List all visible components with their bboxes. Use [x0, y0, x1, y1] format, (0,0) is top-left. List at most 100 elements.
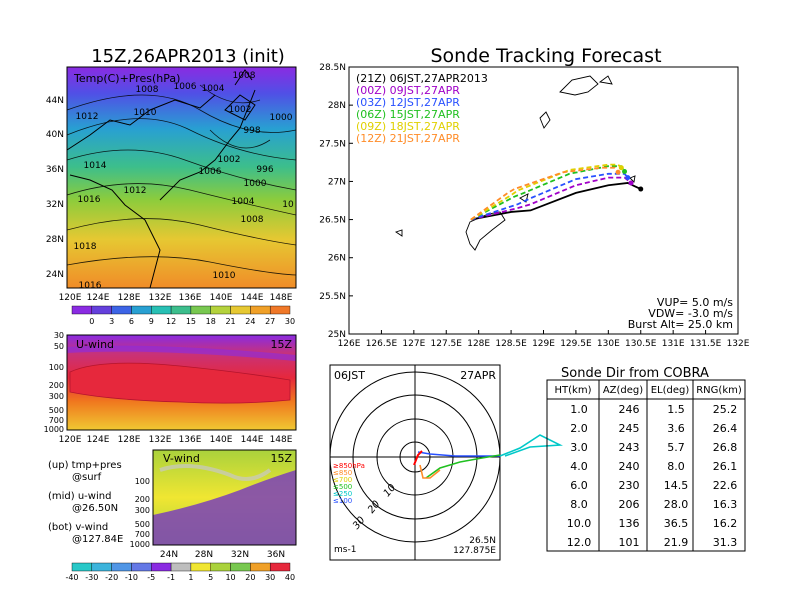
- polar-plot: 10 20 30 06JST 27APR ≥850hPa≤850≤700≤500…: [329, 364, 563, 561]
- track-end-point: [618, 165, 624, 171]
- isobar-label: 1012: [76, 112, 99, 122]
- x-tick-label: 128E: [467, 339, 490, 349]
- lon-tick: 140E: [210, 293, 233, 303]
- polar-unit: ms-1: [334, 545, 356, 555]
- table-cell: 31.3: [713, 536, 738, 549]
- colorbar-swatch: [190, 562, 211, 572]
- lat-tick: 40N: [46, 130, 64, 140]
- isobar-label: 1004: [232, 197, 255, 207]
- u-wind-label: U-wind: [76, 338, 114, 351]
- table-cell: 136: [619, 517, 640, 530]
- polar-legend: ≥850hPa≤850≤700≤500≤250≤100: [333, 462, 365, 505]
- table-cell: 206: [619, 498, 640, 511]
- track-series-line: [470, 166, 619, 221]
- lon-tick: 148E: [270, 293, 293, 303]
- isobar-label: 1002: [218, 155, 241, 165]
- isobar-label: 998: [243, 126, 260, 136]
- lon-tick: 136E: [179, 435, 202, 445]
- map-lon-ticks: 120E 124E 128E 132E 136E 140E 144E 148E: [59, 293, 293, 303]
- colorbar-label: 1: [188, 573, 193, 582]
- table-header: RNG(km): [696, 385, 742, 396]
- track-end-point: [625, 175, 631, 181]
- note-line: @127.84E: [72, 534, 123, 545]
- colorbar-label: 15: [186, 317, 196, 326]
- y-tick-label: 27N: [328, 177, 346, 187]
- colorbar-label: -30: [85, 573, 98, 582]
- track-coastlines: [394, 75, 636, 251]
- isobar-label: 1006: [199, 167, 222, 177]
- y-tick-label: 25.5N: [319, 292, 346, 302]
- p-tick: 100: [135, 477, 150, 486]
- colorbar-label: 6: [129, 317, 134, 326]
- y-tick-label: 28N: [328, 101, 346, 111]
- v-wind-frame: [152, 449, 297, 546]
- colorbar-swatch: [170, 305, 192, 315]
- lon-tick: 124E: [87, 435, 110, 445]
- isobar-label: 1012: [124, 186, 147, 196]
- map-colorbar: 0 3 6 9 12 15 18 21 24 27 30: [71, 305, 295, 326]
- table-cell: 6.0: [570, 479, 588, 492]
- polar-legend-entry: ≤500: [333, 483, 352, 491]
- isobar-label: 1000: [270, 113, 293, 123]
- lat-tick: 44N: [46, 96, 64, 106]
- p-tick: 50: [54, 342, 64, 351]
- table-header: AZ(deg): [603, 385, 643, 396]
- x-tick-label: 130.5E: [625, 339, 657, 349]
- temperature-map-panel: Temp(C)+Pres(hPa) 1008 1006 1004 1008 10…: [46, 66, 297, 326]
- table-cell: 14.5: [664, 479, 689, 492]
- v-wind-label: V-wind: [163, 452, 200, 465]
- table-cell: 246: [619, 403, 640, 416]
- u-wind-frame: [66, 334, 297, 431]
- track-legend-entry: (21Z) 06JST,27APR2013: [356, 72, 488, 85]
- p-tick: 300: [135, 506, 150, 515]
- polar-legend-entry: ≤850: [333, 469, 352, 477]
- hodograph-lower: [419, 464, 441, 479]
- lon-tick: 144E: [241, 293, 264, 303]
- table-header: EL(deg): [651, 385, 690, 396]
- v-wind-negative-region: [153, 470, 296, 545]
- table-cell: 3.0: [570, 441, 588, 454]
- isobar-labels: 1008 1006 1004 1008 1012 1010 1002 1000 …: [74, 71, 294, 291]
- colorbar-swatch: [210, 305, 231, 315]
- polar-legend-entry: ≤700: [333, 476, 352, 484]
- x-tick-label: 132E: [727, 339, 750, 349]
- tracking-plot: (21Z) 06JST,27APR2013(00Z) 09JST,27APR(0…: [319, 63, 750, 349]
- isobar-label: 1002: [229, 105, 252, 115]
- table-cell: 16.2: [713, 517, 738, 530]
- colorbar-label: 21: [225, 317, 235, 326]
- x-tick-label: 126E: [338, 339, 361, 349]
- table-header: HT(km): [555, 385, 592, 396]
- p-tick: 1000: [130, 540, 150, 549]
- table-cell: 8.0: [667, 460, 685, 473]
- annotation-burst: Burst Alt= 25.0 km: [628, 318, 733, 331]
- colorbar-swatch: [250, 562, 271, 572]
- panel-notes: (up) tmp+pres @surf (mid) u-wind @26.50N…: [48, 460, 123, 545]
- hodograph-surface: [413, 450, 423, 466]
- colorbar-swatch: [131, 562, 152, 572]
- u-wind-p-ticks: 30 50 100 200 300 500 700 1000: [44, 331, 64, 434]
- colorbar-label: -40: [65, 573, 78, 582]
- p-tick: 30: [54, 331, 64, 340]
- track-end-point: [628, 180, 634, 186]
- lon-tick: 148E: [270, 435, 293, 445]
- colorbar-swatch: [230, 305, 251, 315]
- polar-legend-entry: ≤250: [333, 490, 352, 498]
- y-tick-label: 26.5N: [319, 216, 346, 226]
- colorbar-swatch: [250, 305, 271, 315]
- hodograph-mid: [499, 434, 563, 457]
- annotation-vdw: VDW= -3.0 m/s: [648, 307, 733, 320]
- x-tick-label: 129E: [532, 339, 555, 349]
- isobar-label: 1016: [78, 195, 101, 205]
- lon-tick: 124E: [87, 293, 110, 303]
- colorbar-swatch: [111, 305, 132, 315]
- colorbar-label: 30: [285, 317, 295, 326]
- left-title: 15Z,26APR2013 (init): [91, 46, 285, 67]
- lon-tick: 144E: [241, 435, 264, 445]
- p-tick: 1000: [44, 425, 64, 434]
- isobar-label: 996: [256, 165, 273, 175]
- table-cell: 26.8: [713, 441, 738, 454]
- isobar-label: 1008: [233, 71, 256, 81]
- table-cell: 16.3: [713, 498, 738, 511]
- track-end-point: [615, 169, 621, 175]
